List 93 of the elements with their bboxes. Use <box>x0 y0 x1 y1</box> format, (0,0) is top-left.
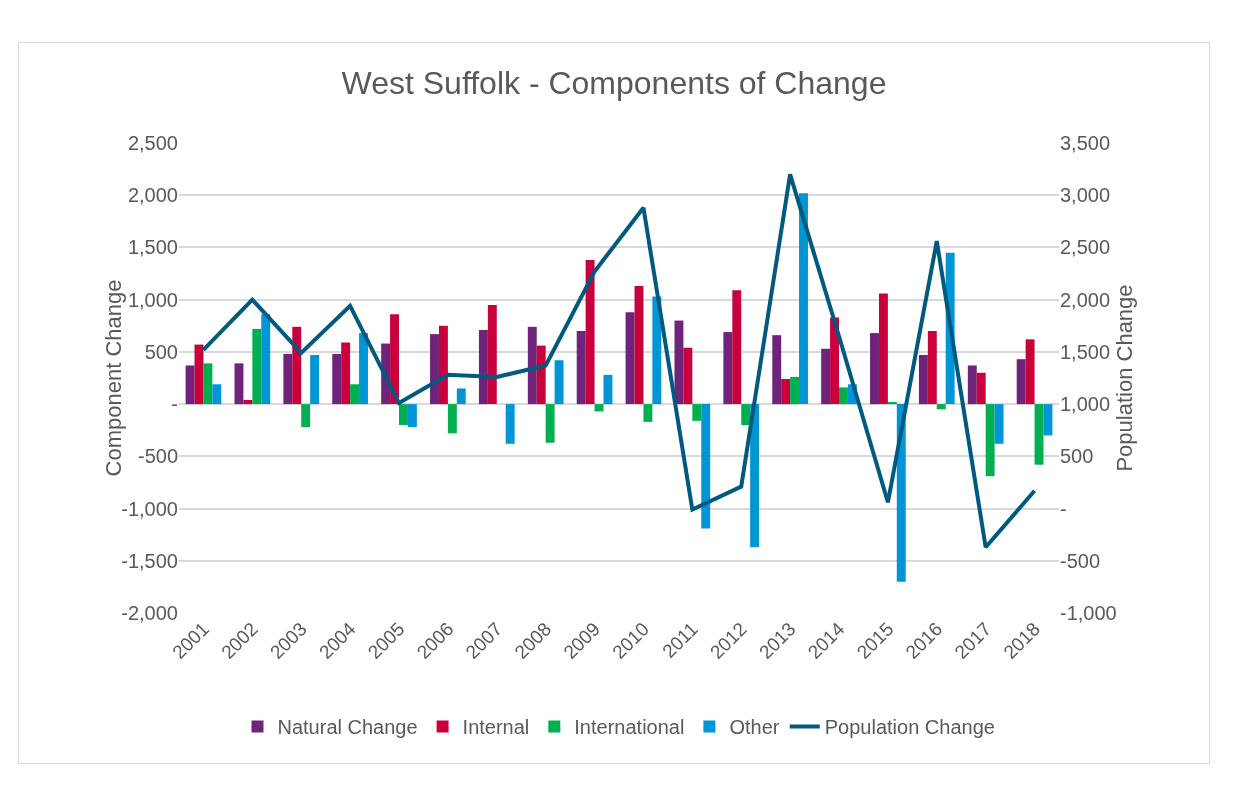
bar <box>1016 359 1026 405</box>
y-tick-label: 2,000 <box>127 184 178 207</box>
bar <box>438 325 448 405</box>
bar <box>781 379 791 405</box>
y-tick-label: 500 <box>144 340 178 363</box>
y2-tick-label: 3,000 <box>1060 184 1111 207</box>
chart-title: West Suffolk - Components of Change <box>341 65 887 102</box>
bar <box>456 388 466 405</box>
y-tick-label: -1,500 <box>121 549 178 572</box>
y2-tick-label: 3,500 <box>1060 132 1111 154</box>
y-tick-label: 2,500 <box>127 132 178 154</box>
bar <box>927 331 937 405</box>
y-tick-label: -2,000 <box>121 602 178 624</box>
bar <box>603 374 613 405</box>
y-tick-label: -1,000 <box>121 497 178 520</box>
bar <box>976 372 986 405</box>
bar <box>310 355 320 405</box>
bar <box>261 314 271 405</box>
y-tick-label: - <box>171 393 178 416</box>
bar <box>652 296 662 405</box>
legend-label: Population Change <box>824 716 995 739</box>
y-axis-title: Component Change <box>100 279 126 477</box>
bar <box>554 360 564 405</box>
bar <box>732 290 742 405</box>
bar <box>967 365 977 405</box>
bar <box>283 353 293 405</box>
bar <box>799 193 808 405</box>
bar <box>772 335 782 405</box>
bar <box>234 363 244 405</box>
bar <box>692 404 702 421</box>
bar <box>576 331 586 405</box>
y2-tick-label: - <box>1060 497 1067 520</box>
bar <box>1043 404 1053 436</box>
y2-tick-label: 1,000 <box>1060 393 1111 416</box>
y2-tick-label: 500 <box>1060 445 1094 468</box>
y2-tick-label: 1,500 <box>1060 340 1111 363</box>
y2-tick-label: 2,000 <box>1060 288 1111 311</box>
bar <box>341 342 351 405</box>
bar <box>545 404 555 443</box>
y-tick-label: 1,000 <box>127 288 178 311</box>
bar <box>887 402 897 405</box>
bar <box>430 334 439 405</box>
bar <box>839 387 848 405</box>
y-tick-label: -500 <box>137 445 178 468</box>
bar <box>1034 404 1044 465</box>
bar <box>821 348 831 405</box>
bar <box>505 404 515 444</box>
bar <box>870 333 879 405</box>
bar <box>301 404 311 428</box>
bar <box>643 404 653 422</box>
bar <box>674 320 684 405</box>
bar <box>985 404 995 477</box>
legend-label: Internal <box>462 716 530 739</box>
bar <box>634 286 644 405</box>
bar <box>203 363 213 405</box>
bar <box>790 376 800 405</box>
y2-axis-title: Population Change <box>1112 284 1138 472</box>
bar <box>918 355 928 405</box>
bar <box>536 345 546 405</box>
bar <box>447 404 457 434</box>
bar <box>212 384 222 405</box>
bar <box>585 259 595 405</box>
bar <box>723 332 733 405</box>
bar <box>750 404 760 548</box>
bar <box>332 353 342 405</box>
bar <box>243 399 253 405</box>
bar <box>527 326 537 405</box>
bar <box>1025 339 1035 405</box>
bar <box>292 326 302 405</box>
bar <box>878 293 888 405</box>
y-tick-label: 1,500 <box>127 236 178 259</box>
bar <box>625 312 635 405</box>
bar <box>350 384 360 405</box>
bar <box>359 333 368 405</box>
y2-tick-label: -1,000 <box>1060 602 1117 624</box>
bar <box>407 404 417 428</box>
y2-tick-label: -500 <box>1060 549 1101 572</box>
legend-label: International <box>574 716 685 739</box>
bar <box>830 317 839 405</box>
bar <box>701 404 711 529</box>
legend-label: Natural Change <box>277 716 418 739</box>
bar <box>936 404 946 410</box>
bar <box>741 404 751 425</box>
bar <box>487 304 497 405</box>
bar <box>683 347 693 405</box>
legend-label: Other <box>729 716 780 739</box>
bar <box>185 365 195 405</box>
bar <box>994 404 1004 444</box>
bar <box>399 404 408 425</box>
bar <box>478 329 488 405</box>
bar <box>252 328 262 405</box>
y2-tick-label: 2,500 <box>1060 236 1111 259</box>
line-series <box>201 172 1037 550</box>
